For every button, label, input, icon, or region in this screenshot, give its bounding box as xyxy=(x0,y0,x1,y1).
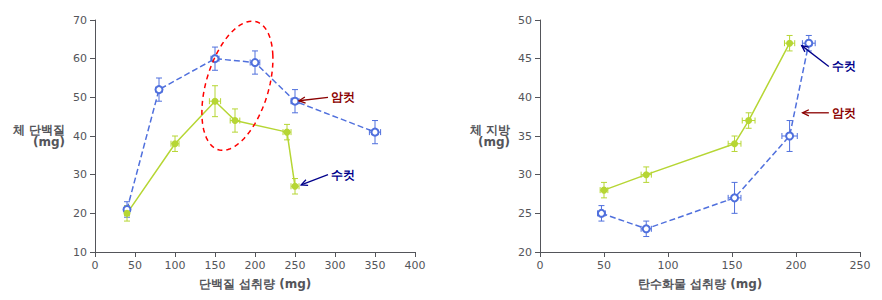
svg-text:400: 400 xyxy=(405,259,426,272)
svg-text:25: 25 xyxy=(518,207,532,220)
svg-text:체 지방: 체 지방 xyxy=(469,123,510,137)
svg-text:300: 300 xyxy=(325,259,346,272)
svg-text:45: 45 xyxy=(518,52,532,65)
svg-text:(mg): (mg) xyxy=(33,135,65,149)
svg-text:수컷: 수컷 xyxy=(832,59,856,73)
svg-text:10: 10 xyxy=(73,246,87,259)
svg-text:350: 350 xyxy=(365,259,386,272)
svg-text:200: 200 xyxy=(245,259,266,272)
svg-text:0: 0 xyxy=(92,259,99,272)
svg-text:암컷: 암컷 xyxy=(832,106,856,120)
svg-text:100: 100 xyxy=(658,259,679,272)
svg-text:50: 50 xyxy=(518,14,532,27)
svg-text:70: 70 xyxy=(73,14,87,27)
svg-text:250: 250 xyxy=(850,259,871,272)
svg-text:암컷: 암컷 xyxy=(331,90,355,104)
svg-text:100: 100 xyxy=(165,259,186,272)
svg-text:20: 20 xyxy=(73,207,87,220)
svg-text:35: 35 xyxy=(518,130,532,143)
svg-text:50: 50 xyxy=(597,259,611,272)
svg-text:40: 40 xyxy=(73,130,87,143)
svg-text:0: 0 xyxy=(537,259,544,272)
svg-text:(mg): (mg) xyxy=(478,135,510,149)
svg-text:60: 60 xyxy=(73,52,87,65)
svg-text:20: 20 xyxy=(518,246,532,259)
svg-text:50: 50 xyxy=(128,259,142,272)
svg-text:150: 150 xyxy=(722,259,743,272)
svg-text:탄수화물 섭취량 (mg): 탄수화물 섭취량 (mg) xyxy=(638,277,762,291)
svg-text:150: 150 xyxy=(205,259,226,272)
svg-text:40: 40 xyxy=(518,91,532,104)
svg-text:200: 200 xyxy=(786,259,807,272)
svg-text:250: 250 xyxy=(285,259,306,272)
svg-text:체 단백질: 체 단백질 xyxy=(12,123,65,137)
svg-text:50: 50 xyxy=(73,91,87,104)
svg-text:단백질 섭취량 (mg): 단백질 섭취량 (mg) xyxy=(199,277,311,291)
svg-text:30: 30 xyxy=(73,168,87,181)
svg-text:수컷: 수컷 xyxy=(331,168,355,182)
svg-text:30: 30 xyxy=(518,168,532,181)
